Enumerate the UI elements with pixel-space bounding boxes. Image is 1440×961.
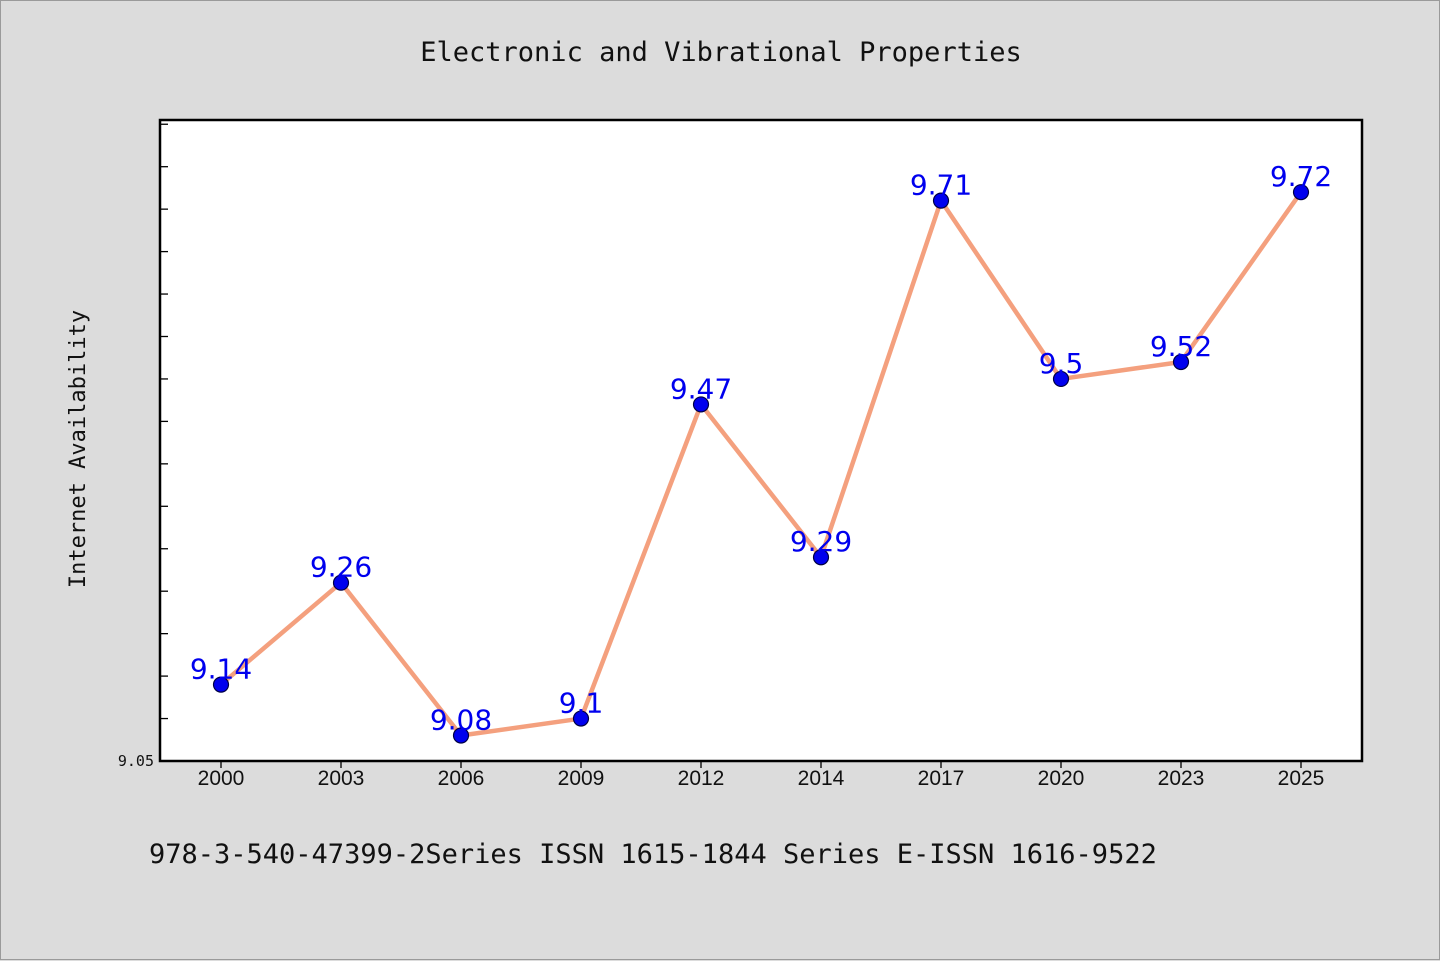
data-point-2023 [1172, 353, 1190, 371]
data-label-2006: 9.08 [430, 704, 492, 737]
x-tick-label-2020: 2020 [1038, 767, 1085, 790]
data-point-2025 [1292, 184, 1310, 201]
chart-title: Electronic and Vibrational Properties [420, 37, 1021, 68]
series-line [218, 189, 1304, 738]
x-tick-label-2006: 2006 [438, 767, 485, 790]
data-point-2020 [1052, 370, 1070, 388]
x-tick-label-2025: 2025 [1278, 767, 1325, 790]
plot-border [158, 118, 1364, 763]
data-point-2009 [572, 710, 590, 727]
data-label-2023: 9.52 [1150, 330, 1212, 363]
x-tick-label-2017: 2017 [918, 767, 965, 790]
x-tick-label-2014: 2014 [798, 767, 845, 790]
data-label-2025: 9.72 [1270, 160, 1332, 193]
series-markers [212, 184, 1310, 744]
x-tick-label-2003: 2003 [318, 767, 365, 790]
x-tick-label-2023: 2023 [1158, 767, 1205, 790]
data-point-2003 [332, 574, 350, 591]
data-label-2017: 9.71 [910, 169, 972, 202]
data-label-2012: 9.47 [670, 372, 732, 405]
data-label-2020: 9.5 [1039, 347, 1084, 380]
data-label-2014: 9.29 [790, 525, 852, 558]
x-tick-label-2012: 2012 [678, 767, 725, 790]
axis-ticks: 9.05 2000 2003 2006 2009 2012 2014 2017 2020 2023… [118, 123, 1325, 790]
data-labels: 9.14 9.26 9.08 9.1 9.47 9.29 9.71 9.5 9.52 9.72 [190, 160, 1332, 736]
plot-area [160, 120, 1362, 761]
x-tick-label-2009: 2009 [558, 767, 605, 790]
data-label-2009: 9.1 [559, 687, 604, 720]
data-point-2000 [212, 676, 230, 693]
footnote-text: 978-3-540-47399-2Series ISSN 1615-1844 S… [149, 839, 1157, 870]
y-axis-label: Internet Availability [66, 310, 91, 588]
data-label-2000: 9.14 [190, 653, 252, 686]
series-line-group [218, 189, 1304, 738]
data-label-2003: 9.26 [310, 551, 372, 584]
y-tick-label-0: 9.05 [118, 752, 154, 770]
data-point-2006 [452, 727, 470, 744]
data-point-2012 [692, 396, 710, 413]
data-point-2014 [812, 549, 830, 566]
x-tick-label-2000: 2000 [198, 767, 245, 790]
data-point-2017 [932, 192, 950, 209]
